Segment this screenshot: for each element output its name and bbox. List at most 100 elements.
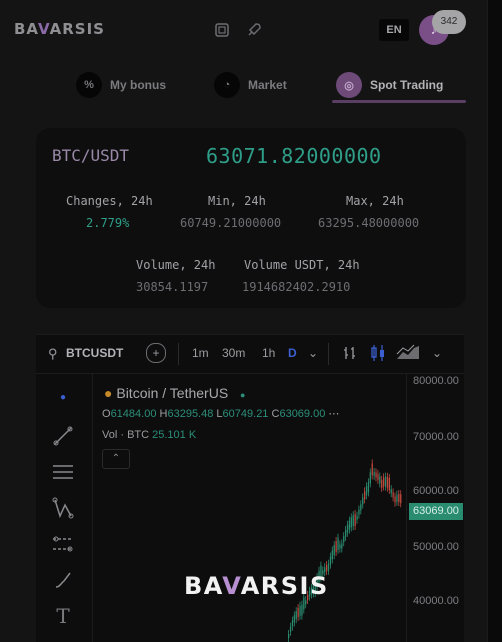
candlestick-plot xyxy=(288,459,402,642)
candle-body xyxy=(322,570,324,575)
pattern-tool-icon[interactable] xyxy=(52,497,74,519)
candle-body xyxy=(335,541,337,552)
candle-body xyxy=(352,515,354,527)
candle-body xyxy=(301,604,303,616)
candle-body xyxy=(331,550,333,560)
candle-body xyxy=(288,634,290,638)
candle-body xyxy=(333,545,335,556)
candle-body xyxy=(308,590,311,597)
candle-body xyxy=(341,543,343,549)
candle-body xyxy=(398,494,400,502)
candle-body xyxy=(358,509,360,515)
candle-body xyxy=(343,536,345,543)
candle-body xyxy=(384,476,387,487)
close-value: 63069.00 xyxy=(279,408,326,420)
candle-body xyxy=(356,515,358,520)
candle-body xyxy=(365,486,368,496)
ticker-card: BTC/USDT 63071.82000000 Changes, 24h 2.7… xyxy=(36,128,466,308)
interval-dropdown-icon[interactable]: ⌄ xyxy=(308,346,319,360)
area-chart-icon[interactable] xyxy=(396,344,420,363)
candle-body xyxy=(394,496,396,503)
candle-body xyxy=(381,479,383,488)
y-tick: 40000.00 xyxy=(413,595,459,607)
chart-title: Bitcoin / TetherUS xyxy=(116,385,229,401)
pair-label: BTC/USDT xyxy=(52,146,130,165)
candle-body xyxy=(329,556,332,565)
volume-usdt-label: Volume USDT, 24h xyxy=(244,258,360,272)
candle-body xyxy=(371,463,373,476)
horizontal-lines-icon[interactable] xyxy=(52,461,74,483)
candle-body xyxy=(318,570,320,582)
tab-market[interactable]: ◔ Market xyxy=(214,68,287,102)
candle-body xyxy=(289,626,292,632)
current-price-label: 63069.00 xyxy=(409,503,463,520)
add-symbol-icon[interactable]: + xyxy=(146,343,166,363)
candle-body xyxy=(324,567,326,573)
candle-body xyxy=(348,520,351,530)
volume-value: 30854.1197 xyxy=(136,280,209,294)
interval-30m[interactable]: 30m xyxy=(222,346,246,360)
candle-body xyxy=(312,585,314,594)
candle-body xyxy=(310,587,313,595)
candle-body xyxy=(327,563,330,571)
min-value: 60749.21000000 xyxy=(180,216,282,230)
bar-style-icon[interactable] xyxy=(342,345,358,364)
interval-1h[interactable]: 1h xyxy=(262,346,276,360)
candle-body xyxy=(377,473,379,480)
collapse-legend-button[interactable]: ⌃ xyxy=(102,449,130,469)
candle-body xyxy=(360,504,362,511)
pie-chart-icon: ◔ xyxy=(214,72,240,98)
volume-label: Vol · BTC xyxy=(102,429,150,441)
candle-body xyxy=(383,477,385,487)
brush-icon[interactable] xyxy=(52,569,74,591)
top-bar: BAVARSIS EN ♪ 342 xyxy=(0,0,488,60)
language-selector[interactable]: EN xyxy=(379,19,409,41)
candle-body xyxy=(386,476,389,488)
rocket-icon[interactable] xyxy=(246,22,262,38)
tab-spot-trading[interactable]: ◎ Spot Trading xyxy=(336,68,443,102)
candle-body xyxy=(297,608,299,617)
text-tool-icon[interactable]: T xyxy=(56,604,70,628)
tab-my-bonus[interactable]: % My bonus xyxy=(76,68,166,102)
chart-title-row: ● Bitcoin / TetherUS ● xyxy=(104,385,245,401)
candle-body xyxy=(367,482,370,493)
candle-body xyxy=(375,472,377,478)
notification-count-badge: 342 xyxy=(432,10,466,34)
low-value: 60749.21 xyxy=(222,408,269,420)
volume-value: 25.101 K xyxy=(152,429,197,441)
interval-d[interactable]: D xyxy=(288,346,297,360)
drawing-tools: ● T xyxy=(36,373,93,642)
candles-icon[interactable] xyxy=(370,344,386,365)
brand-watermark: BAVARSIS xyxy=(184,572,329,600)
square-icon[interactable] xyxy=(214,22,230,38)
candle-body xyxy=(390,489,392,494)
y-tick: 60000.00 xyxy=(413,485,459,497)
chart-type-dropdown-icon[interactable]: ⌄ xyxy=(432,346,443,360)
cursor-dot-icon[interactable]: ● xyxy=(59,392,67,403)
candle-body xyxy=(307,595,309,600)
trend-line-icon[interactable] xyxy=(52,425,74,447)
candle-body xyxy=(400,494,402,504)
candle-body xyxy=(291,620,294,627)
search-icon[interactable]: ⚲ xyxy=(48,346,58,361)
more-icon[interactable]: ⋯ xyxy=(328,408,340,420)
candle-body xyxy=(320,565,322,578)
min-label: Min, 24h xyxy=(208,194,266,208)
brand-logo[interactable]: BAVARSIS xyxy=(14,20,105,38)
measure-tool-icon[interactable] xyxy=(52,533,74,555)
symbol-search[interactable]: BTCUSDT xyxy=(66,346,124,360)
candle-body xyxy=(388,478,390,490)
candle-body xyxy=(345,530,347,537)
candle-body xyxy=(316,577,318,587)
candle-body xyxy=(295,611,297,620)
price-chart: ⚲ BTCUSDT + 1m 30m 1h D ⌄ ⌄ ● xyxy=(36,334,464,642)
last-price: 63071.82000000 xyxy=(206,144,382,168)
candle-body xyxy=(339,544,341,549)
candle-body xyxy=(364,491,366,500)
candle-body xyxy=(396,494,398,502)
candle-body xyxy=(392,492,394,498)
active-tab-indicator xyxy=(332,100,466,103)
y-tick: 80000.00 xyxy=(413,375,459,387)
interval-1m[interactable]: 1m xyxy=(192,346,209,360)
